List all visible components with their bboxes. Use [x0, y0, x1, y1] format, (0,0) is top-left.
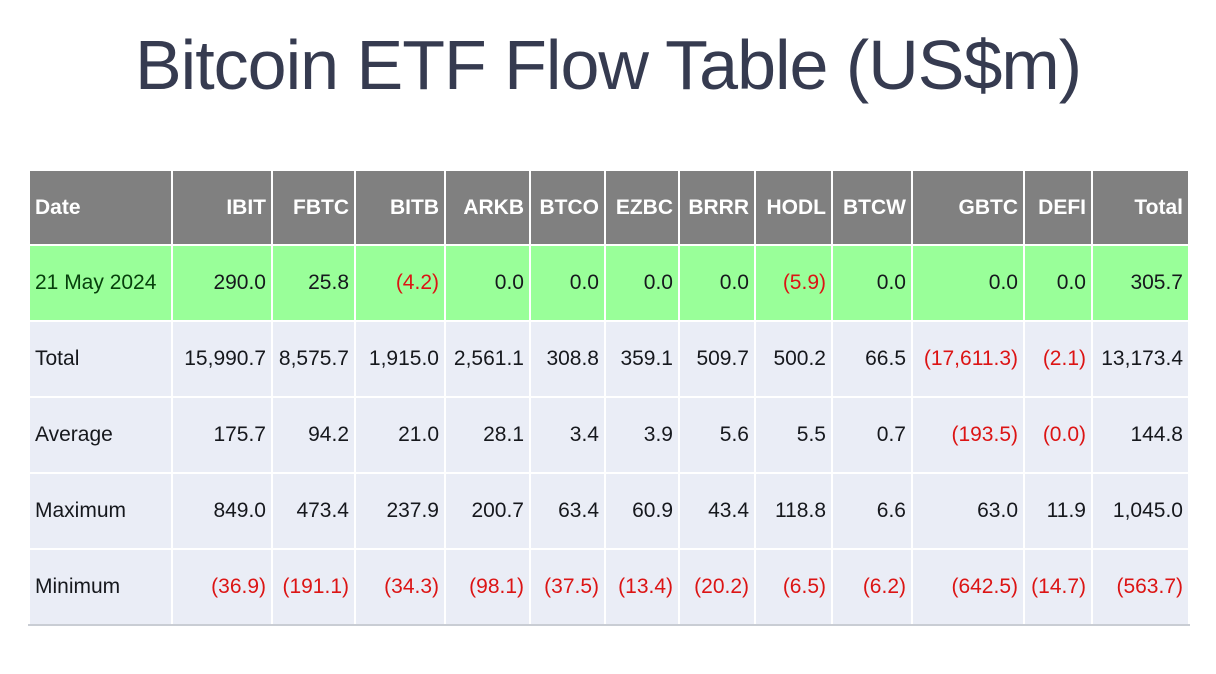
cell-value: 1,915.0 [354, 320, 446, 398]
cell-value: 5.5 [754, 396, 833, 474]
cell-value: (14.7) [1023, 548, 1093, 626]
column-header-gbtc: GBTC [911, 169, 1025, 246]
cell-value: 305.7 [1091, 244, 1190, 322]
cell-value: (642.5) [911, 548, 1025, 626]
row-label: 21 May 2024 [28, 244, 173, 322]
cell-value: (0.0) [1023, 396, 1093, 474]
table-row-21-may-2024: 21 May 2024 290.0 25.8 (4.2) 0.0 0.0 0.0 0.0 (5.… [28, 244, 1190, 322]
cell-value: 175.7 [171, 396, 273, 474]
cell-value: (4.2) [354, 244, 446, 322]
column-header-total: Total [1091, 169, 1190, 246]
cell-value: 60.9 [604, 472, 680, 550]
cell-value: 308.8 [529, 320, 606, 398]
table-row-average: Average 175.7 94.2 21.0 28.1 3.4 3.9 5.6 5.5 0.7(… [28, 396, 1190, 474]
cell-value: 0.0 [529, 244, 606, 322]
column-header-ibit: IBIT [171, 169, 273, 246]
cell-value: 66.5 [831, 320, 913, 398]
cell-value: (13.4) [604, 548, 680, 626]
cell-value: 849.0 [171, 472, 273, 550]
column-header-btcw: BTCW [831, 169, 913, 246]
cell-value: 509.7 [678, 320, 756, 398]
column-header-arkb: ARKB [444, 169, 531, 246]
cell-value: 15,990.7 [171, 320, 273, 398]
cell-value: 8,575.7 [271, 320, 356, 398]
cell-value: (37.5) [529, 548, 606, 626]
cell-value: 63.0 [911, 472, 1025, 550]
cell-value: (20.2) [678, 548, 756, 626]
cell-value: (6.5) [754, 548, 833, 626]
header-row: Date IBIT FBTC BITB ARKB BTCO EZBC BRRR HODL BTCW… [28, 169, 1190, 246]
cell-value: 1,045.0 [1091, 472, 1190, 550]
cell-value: 473.4 [271, 472, 356, 550]
column-header-hodl: HODL [754, 169, 833, 246]
cell-value: 28.1 [444, 396, 531, 474]
cell-value: 94.2 [271, 396, 356, 474]
row-label: Average [28, 396, 173, 474]
cell-value: 200.7 [444, 472, 531, 550]
cell-value: 6.6 [831, 472, 913, 550]
cell-value: 3.4 [529, 396, 606, 474]
etf-flow-table: Date IBIT FBTC BITB ARKB BTCO EZBC BRRR HODL BTCW… [28, 169, 1190, 626]
cell-value: 359.1 [604, 320, 680, 398]
column-header-defi: DEFI [1023, 169, 1093, 246]
cell-value: 500.2 [754, 320, 833, 398]
cell-value: 13,173.4 [1091, 320, 1190, 398]
cell-value: 0.0 [831, 244, 913, 322]
column-header-date: Date [28, 169, 173, 246]
cell-value: (17,611.3) [911, 320, 1025, 398]
table-row-maximum: Maximum 849.0 473.4 237.9 200.7 63.4 60.9 43.4 1… [28, 472, 1190, 550]
cell-value: (2.1) [1023, 320, 1093, 398]
table-row-minimum: Minimum (36.9) (191.1) (34.3) (98.1) (37.5) (1… [28, 548, 1190, 626]
column-header-bitb: BITB [354, 169, 446, 246]
cell-value: (193.5) [911, 396, 1025, 474]
cell-value: 0.0 [911, 244, 1025, 322]
cell-value: (98.1) [444, 548, 531, 626]
cell-value: 63.4 [529, 472, 606, 550]
cell-value: 11.9 [1023, 472, 1093, 550]
page-title: Bitcoin ETF Flow Table (US$m) [134, 26, 1082, 104]
cell-value: (191.1) [271, 548, 356, 626]
row-label: Maximum [28, 472, 173, 550]
cell-value: (36.9) [171, 548, 273, 626]
cell-value: 290.0 [171, 244, 273, 322]
cell-value: 0.0 [1023, 244, 1093, 322]
cell-value: 3.9 [604, 396, 680, 474]
cell-value: (5.9) [754, 244, 833, 322]
table-row-total: Total 15,990.7 8,575.7 1,915.0 2,561.1 308.8 3… [28, 320, 1190, 398]
cell-value: 25.8 [271, 244, 356, 322]
cell-value: (6.2) [831, 548, 913, 626]
cell-value: 144.8 [1091, 396, 1190, 474]
column-header-fbtc: FBTC [271, 169, 356, 246]
cell-value: 21.0 [354, 396, 446, 474]
cell-value: 118.8 [754, 472, 833, 550]
page: { "page": { "title": "Bitcoin ETF Flow T… [0, 20, 1216, 674]
column-header-brrr: BRRR [678, 169, 756, 246]
column-header-ezbc: EZBC [604, 169, 680, 246]
cell-value: 43.4 [678, 472, 756, 550]
table-container: Date IBIT FBTC BITB ARKB BTCO EZBC BRRR HODL BTCW… [28, 169, 1190, 626]
cell-value: 2,561.1 [444, 320, 531, 398]
cell-value: 0.0 [678, 244, 756, 322]
cell-value: (34.3) [354, 548, 446, 626]
row-label: Minimum [28, 548, 173, 626]
cell-value: 0.7 [831, 396, 913, 474]
cell-value: 5.6 [678, 396, 756, 474]
cell-value: (563.7) [1091, 548, 1190, 626]
cell-value: 0.0 [444, 244, 531, 322]
cell-value: 237.9 [354, 472, 446, 550]
cell-value: 0.0 [604, 244, 680, 322]
column-header-btco: BTCO [529, 169, 606, 246]
row-label: Total [28, 320, 173, 398]
